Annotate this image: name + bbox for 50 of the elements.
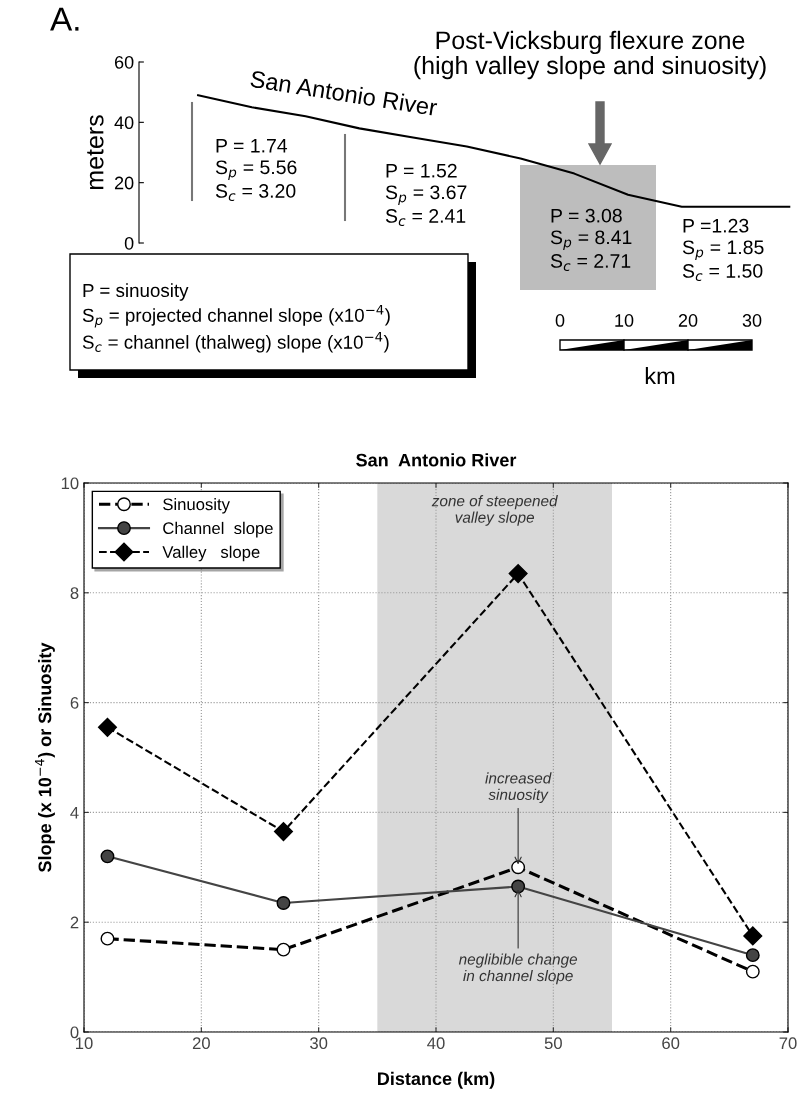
band-label: zone of steepened valley slope [431, 495, 558, 526]
point [508, 564, 528, 584]
y-tick-label: 0 [124, 236, 134, 250]
x-tick-label: 30 [310, 1037, 328, 1050]
annotation: increased sinuosity [485, 772, 552, 804]
text: 0 [555, 314, 565, 327]
point [743, 926, 763, 946]
chart-title: Post-Vicksburg flexure zone (high valley slope and sinuosity) [414, 30, 766, 80]
annotation: P =1.23 S$_{p}$ = 1.85 S$_{c}$ = 1.50 [682, 218, 764, 282]
legend-label: Channel slope [163, 521, 273, 538]
y-tick-label: 10 [61, 477, 79, 490]
legend-label: Valley slope [162, 545, 260, 562]
chart-title: San Antonio River [356, 453, 517, 467]
x-axis-title: Distance (km) [378, 1071, 495, 1089]
point [97, 717, 118, 737]
point [276, 896, 291, 910]
y-tick-label: 4 [70, 806, 79, 819]
point [276, 942, 291, 957]
point [100, 931, 115, 946]
text: 20 [678, 314, 698, 327]
y-tick-label: 0 [70, 1026, 79, 1039]
text: A. [50, 7, 79, 31]
point [100, 849, 115, 864]
y-tick-label: 40 [114, 116, 134, 130]
point [745, 948, 760, 963]
y-tick-label: 8 [70, 587, 79, 599]
point [511, 860, 526, 875]
y-tick-label: 6 [70, 697, 79, 709]
x-tick-label: 50 [544, 1037, 562, 1050]
x-tick-label: 20 [192, 1037, 210, 1050]
point [745, 964, 760, 979]
legend-label: Sinuosity [163, 498, 230, 514]
y-axis-title: meters [87, 115, 104, 190]
annotation: P = 1.52 S$_{p}$ = 3.67 S$_{c}$ = 2.41 [385, 163, 467, 227]
text: 10 [615, 314, 634, 327]
annotation: neglibible change in channel slope [458, 953, 578, 985]
text: P = sinuosity S$_{p}$ = projected channel slope (x10$^{−4}$) S$_{c}$ = channel (thalweg) slope (x10$^{−4}$) [82, 283, 390, 353]
y-tick-label: 60 [114, 55, 134, 69]
x-tick-label: 60 [662, 1037, 680, 1050]
annotation: P = 3.08 S$_{p}$ = 8.41 S$_{c}$ = 2.71 [550, 208, 632, 272]
annotation: P = 1.74 S$_{p}$ = 5.56 S$_{c}$ = 3.20 [215, 139, 297, 202]
x-tick-label: 70 [779, 1037, 797, 1050]
text: 30 [742, 314, 762, 327]
y-tick-label: 20 [114, 176, 134, 190]
x-tick-label: 40 [427, 1037, 445, 1050]
text: km [645, 366, 675, 385]
point [273, 822, 294, 842]
point [511, 879, 526, 894]
y-tick-label: 2 [70, 916, 79, 929]
y-axis-title: Slope (x 10$^{−4}$) or Sinuosity [35, 642, 55, 872]
